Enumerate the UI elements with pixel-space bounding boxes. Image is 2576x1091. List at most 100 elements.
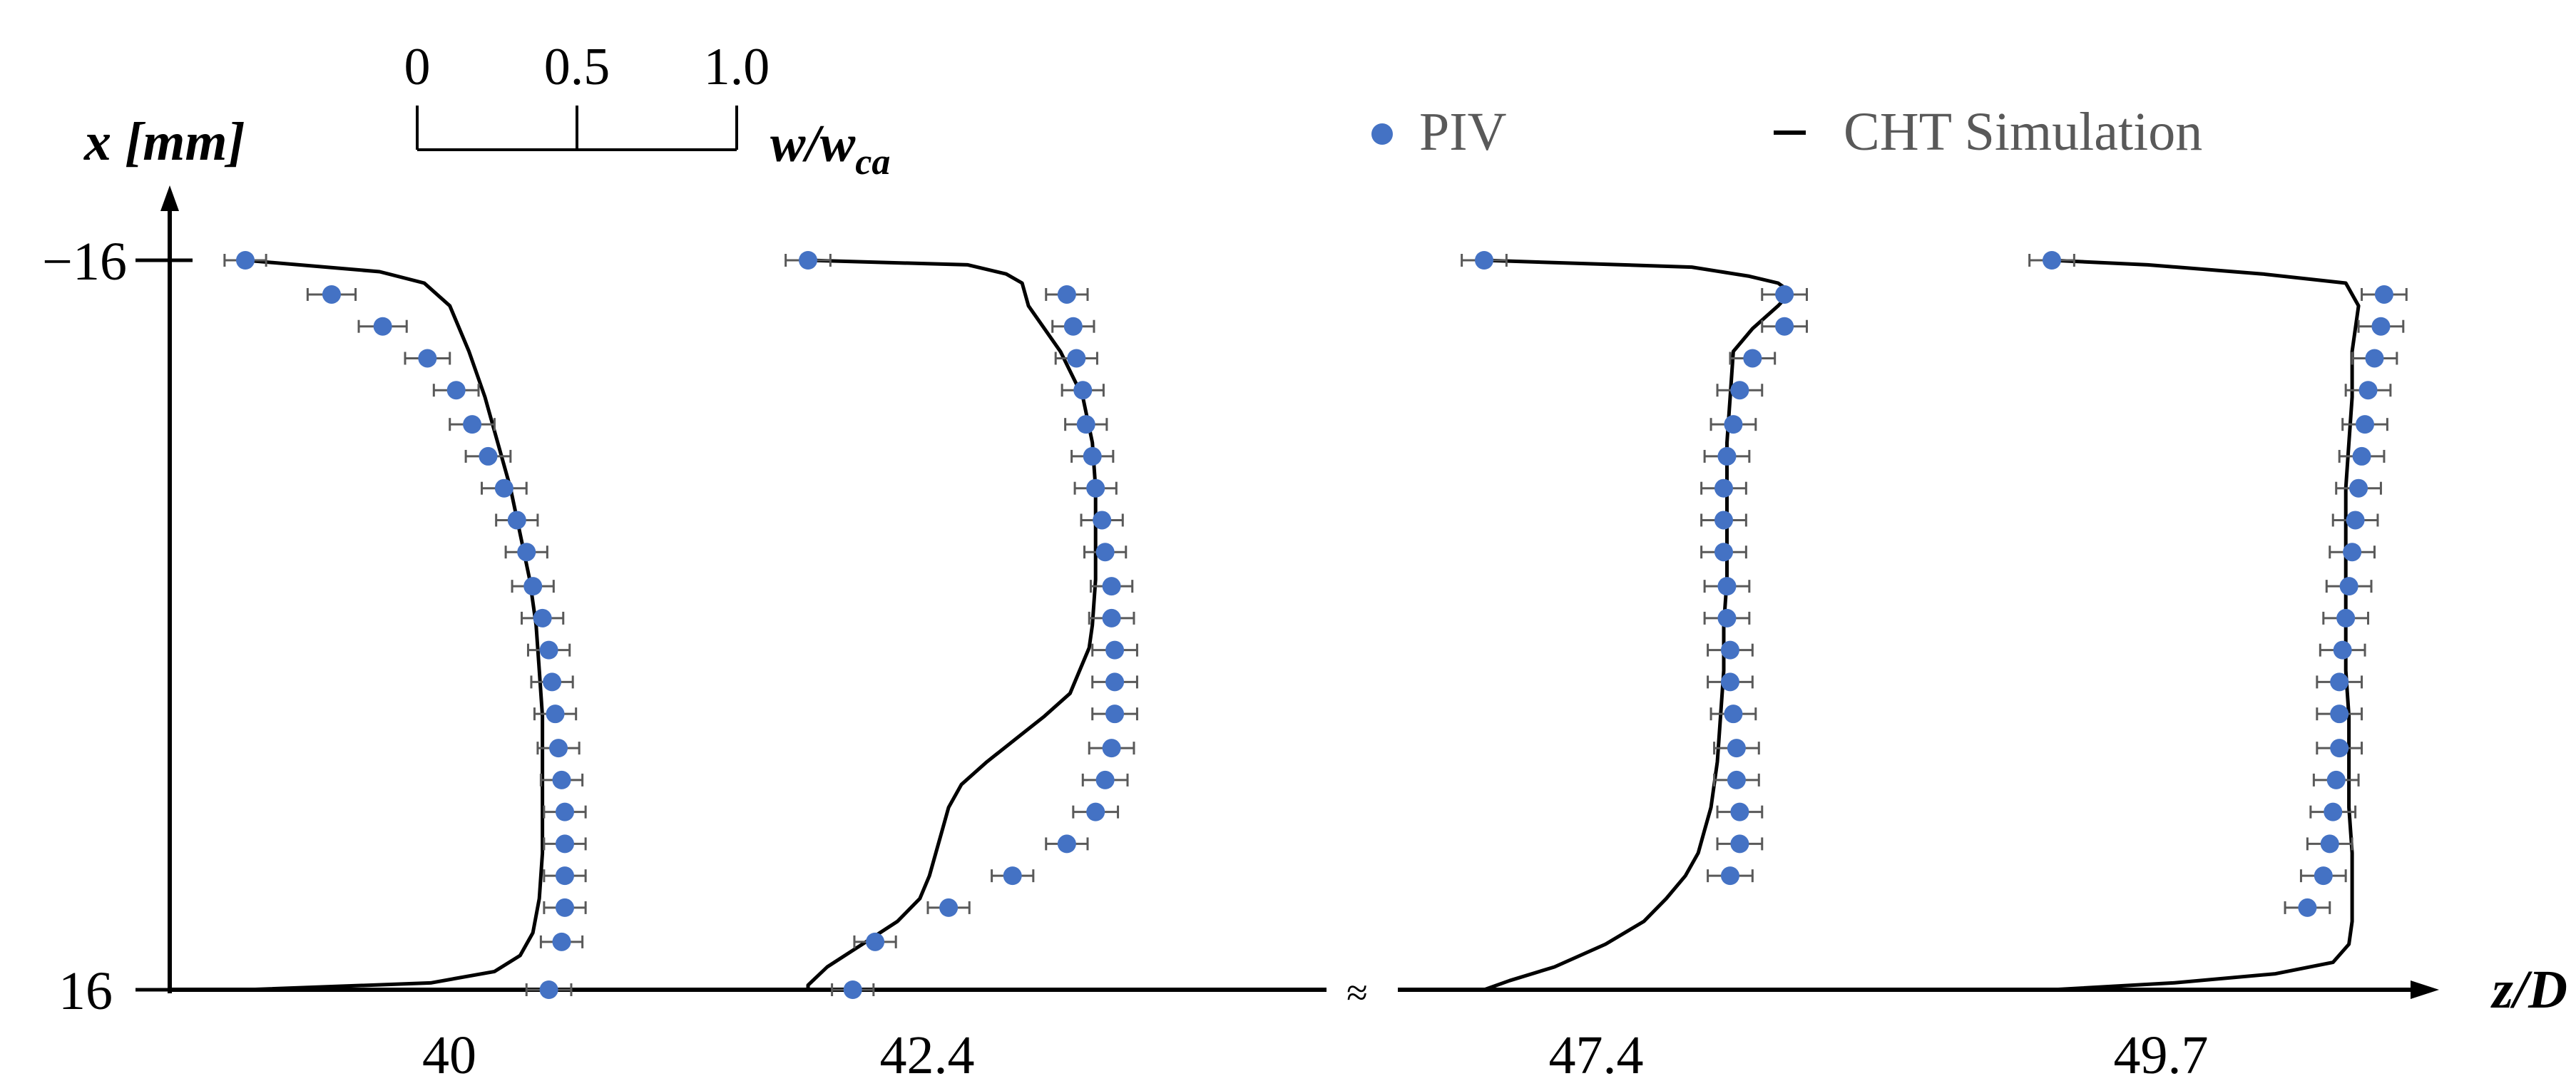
piv-point xyxy=(2324,802,2343,821)
profiles: 40 42.4 47.4 49.7 xyxy=(223,251,2408,1085)
piv-point xyxy=(1003,866,1022,886)
piv-point xyxy=(418,349,437,368)
piv-point xyxy=(494,478,513,498)
piv-point xyxy=(1775,317,1794,336)
piv-point xyxy=(543,672,562,692)
axis-break-icon: ≈ xyxy=(1346,971,1368,1014)
piv-point xyxy=(322,285,341,304)
station-label: 47.4 xyxy=(1549,1025,1644,1085)
piv-point xyxy=(1717,577,1737,596)
station-label: 40 xyxy=(422,1025,476,1085)
y-axis-arrow-icon xyxy=(160,185,179,211)
legend-piv-label: PIV xyxy=(1419,102,1507,162)
piv-point xyxy=(533,608,552,628)
piv-point xyxy=(1720,866,1739,886)
piv-point xyxy=(2352,446,2371,466)
piv-point xyxy=(517,543,536,562)
scale-bar-label-sub: ca xyxy=(855,142,890,183)
piv-point xyxy=(2298,898,2317,917)
piv-point xyxy=(549,739,568,758)
piv-point xyxy=(1105,672,1125,692)
piv-point xyxy=(2326,770,2346,789)
piv-point xyxy=(2349,478,2368,498)
piv-point xyxy=(1086,478,1105,498)
profile-group: 47.4 xyxy=(1461,251,1808,1085)
piv-point xyxy=(1095,543,1115,562)
piv-point xyxy=(1102,577,1121,596)
piv-point xyxy=(1727,770,1746,789)
piv-point xyxy=(463,415,482,434)
piv-point xyxy=(1057,834,1076,854)
piv-point xyxy=(2330,705,2349,724)
piv-point xyxy=(1724,415,1743,434)
piv-point xyxy=(2043,251,2061,270)
piv-point xyxy=(1730,381,1749,400)
y-tick-label-bottom: 16 xyxy=(58,961,113,1021)
legend: PIV CHT Simulation xyxy=(1371,102,2202,162)
piv-point xyxy=(1720,640,1739,660)
profile-group: 40 xyxy=(223,251,587,1085)
piv-point xyxy=(1102,739,1121,758)
piv-point xyxy=(1093,511,1112,530)
legend-piv-marker-icon xyxy=(1371,123,1393,145)
piv-point xyxy=(236,251,255,270)
piv-point xyxy=(1717,608,1737,628)
piv-point xyxy=(1086,802,1105,821)
piv-point xyxy=(446,381,466,400)
profile-group: 42.4 xyxy=(784,251,1138,1085)
piv-point xyxy=(2371,317,2391,336)
scale-bar: 0 0.5 1.0w/wca xyxy=(404,38,891,183)
piv-point xyxy=(1724,705,1743,724)
piv-point xyxy=(556,834,574,854)
piv-point xyxy=(1102,608,1121,628)
sim-curve xyxy=(2051,258,2361,992)
piv-point xyxy=(2365,349,2384,368)
piv-point xyxy=(1105,640,1125,660)
station-label: 42.4 xyxy=(880,1025,975,1085)
piv-point xyxy=(1714,543,1733,562)
scale-bar-tick-label: 1.0 xyxy=(704,38,770,96)
y-tick-label-top: −16 xyxy=(42,232,127,292)
scale-bar-label: w/wca xyxy=(770,115,890,183)
piv-point xyxy=(373,317,392,336)
piv-point xyxy=(1083,446,1102,466)
piv-point xyxy=(2336,608,2356,628)
piv-point xyxy=(1730,834,1749,854)
piv-point xyxy=(2358,381,2378,400)
scale-bar-tick-label: 0.5 xyxy=(544,38,610,96)
sim-curve xyxy=(1483,258,1793,992)
legend-sim-label: CHT Simulation xyxy=(1844,102,2202,162)
piv-point xyxy=(552,770,571,789)
piv-point xyxy=(539,980,558,999)
scale-bar-tick-label: 0 xyxy=(404,38,431,96)
piv-point xyxy=(523,577,543,596)
piv-point xyxy=(1720,672,1739,692)
piv-point xyxy=(1730,802,1749,821)
piv-point xyxy=(866,932,885,951)
piv-point xyxy=(1095,770,1115,789)
piv-point xyxy=(2314,866,2333,886)
piv-point xyxy=(1714,511,1733,530)
x-axis-label: z/D xyxy=(2490,960,2567,1020)
piv-point xyxy=(1714,478,1733,498)
piv-point xyxy=(843,980,862,999)
piv-point xyxy=(552,932,571,951)
profile-group: 49.7 xyxy=(2028,251,2408,1085)
piv-point xyxy=(2343,543,2362,562)
piv-point xyxy=(1063,317,1083,336)
piv-point xyxy=(1775,285,1794,304)
piv-point xyxy=(1057,285,1076,304)
x-axis-arrow-icon xyxy=(2411,980,2439,999)
piv-point xyxy=(2374,285,2393,304)
axes: ≈ −16 16 x [mm] z/D xyxy=(42,112,2567,1021)
piv-point xyxy=(1475,251,1493,270)
piv-point xyxy=(2339,577,2358,596)
piv-point xyxy=(1717,446,1737,466)
piv-point xyxy=(1073,381,1093,400)
sim-curve xyxy=(806,258,1098,990)
y-axis-label: x [mm] xyxy=(83,112,245,172)
piv-point xyxy=(2346,511,2365,530)
piv-point xyxy=(539,640,558,660)
piv-point xyxy=(2356,415,2375,434)
